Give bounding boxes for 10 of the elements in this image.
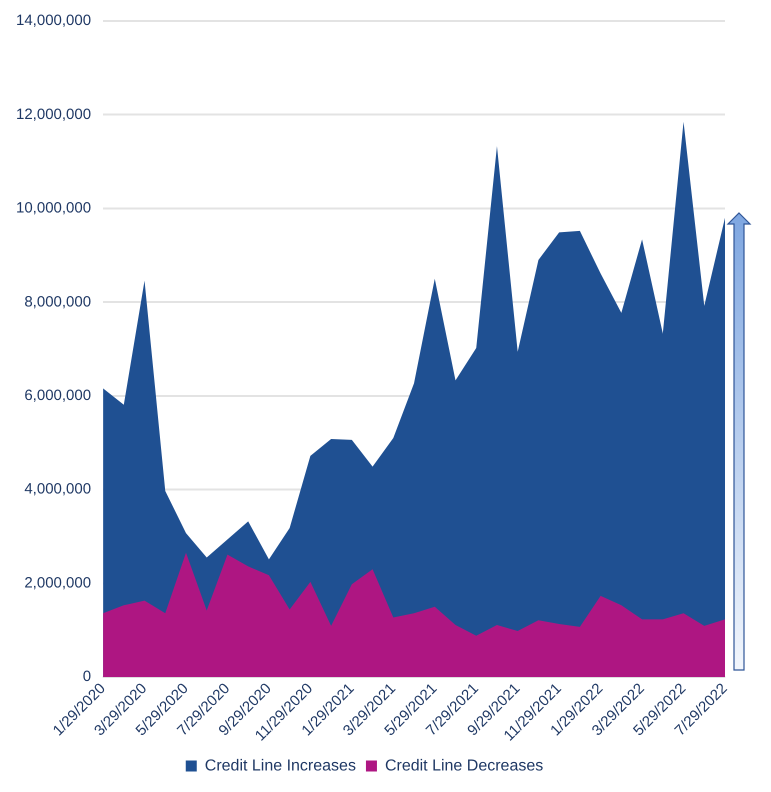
y-tick-label: 14,000,000 <box>16 12 92 30</box>
y-tick-label: 2,000,000 <box>24 574 92 592</box>
legend-label: Credit Line Increases <box>204 757 356 774</box>
y-tick-label: 0 <box>82 668 92 686</box>
y-tick-label: 10,000,000 <box>16 200 92 217</box>
y-tick-label: 4,000,000 <box>24 480 92 498</box>
y-tick-label: 6,000,000 <box>24 386 92 404</box>
y-tick-label: 12,000,000 <box>16 106 92 123</box>
legend-label: Credit Line Decreases <box>384 757 544 774</box>
y-tick-label: 8,000,000 <box>24 293 92 310</box>
